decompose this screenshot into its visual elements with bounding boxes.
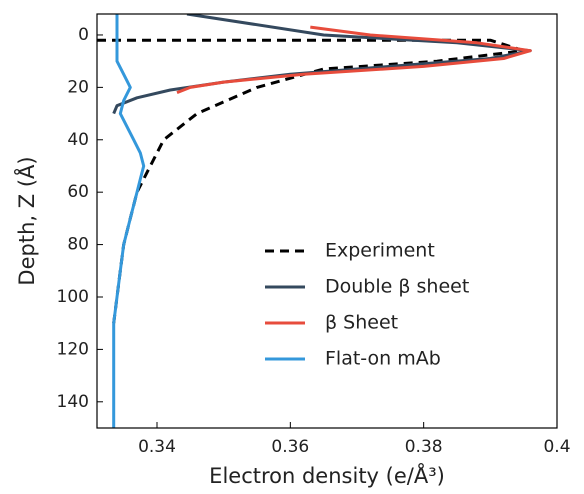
plot-frame	[96, 13, 558, 429]
y-tick-label: 60	[67, 182, 89, 202]
x-tick-label: 0.4	[543, 437, 570, 457]
series-line	[176, 25, 532, 94]
y-tick-label: 140	[57, 392, 89, 412]
legend-label: β Sheet	[325, 312, 398, 334]
x-tick-label: 0.34	[138, 437, 176, 457]
y-tick-label: 40	[67, 130, 89, 150]
legend-label: Double β sheet	[325, 276, 469, 298]
y-tick-label: 20	[67, 77, 89, 97]
x-tick-label: 0.36	[271, 437, 309, 457]
y-axis-label: Depth, Z (Å)	[13, 156, 39, 285]
legend-label: Flat-on mAb	[325, 348, 441, 370]
y-tick-label: 80	[67, 235, 89, 255]
y-tick-label: 100	[57, 287, 89, 307]
x-axis-label: Electron density (e/Å³)	[209, 462, 445, 488]
y-tick-label: 0	[78, 25, 89, 45]
x-tick-label: 0.38	[405, 437, 443, 457]
series-line	[112, 14, 146, 428]
series-line	[112, 14, 532, 115]
legend-label: Experiment	[325, 240, 435, 262]
y-tick-label: 120	[57, 339, 89, 359]
